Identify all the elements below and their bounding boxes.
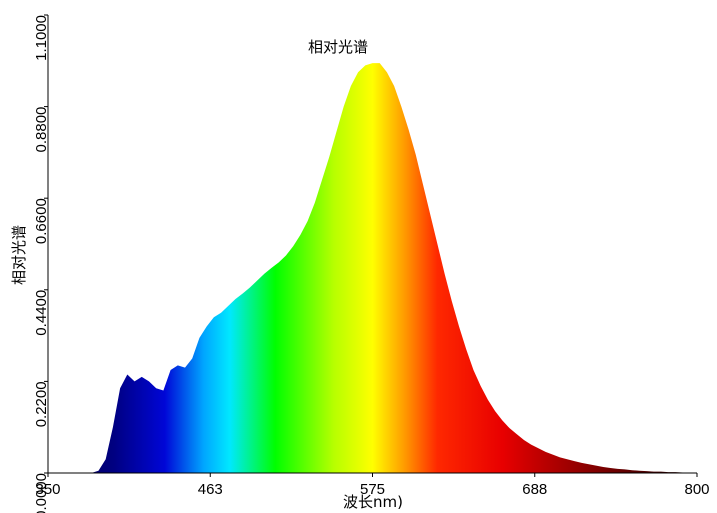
- x-tick-label: 350: [35, 481, 60, 498]
- y-tick-label: 1.1000: [33, 15, 50, 61]
- y-tick-label: 0.2200: [33, 381, 50, 427]
- x-tick-label: 463: [198, 481, 223, 498]
- y-tick-label: 0.0000: [33, 473, 50, 513]
- y-tick-label: 0.8800: [33, 107, 50, 153]
- y-tick-label: 0.6600: [33, 198, 50, 244]
- x-tick-label: 688: [522, 481, 547, 498]
- x-ticks: 350 463 575 688 800: [35, 473, 710, 498]
- x-tick-label: 575: [360, 481, 385, 498]
- spectrum-area: [91, 63, 697, 474]
- y-ticks: 0.0000 0.2200 0.4400 0.6600 0.8800 1.1000: [33, 14, 50, 513]
- y-axis-label: 相对光谱: [10, 225, 28, 285]
- x-tick-label: 800: [684, 481, 709, 498]
- y-tick-label: 0.4400: [33, 290, 50, 336]
- chart-title: 相对光谱: [308, 38, 368, 56]
- plot-area: [91, 63, 697, 474]
- x-axis-label: 波长nm): [343, 493, 403, 511]
